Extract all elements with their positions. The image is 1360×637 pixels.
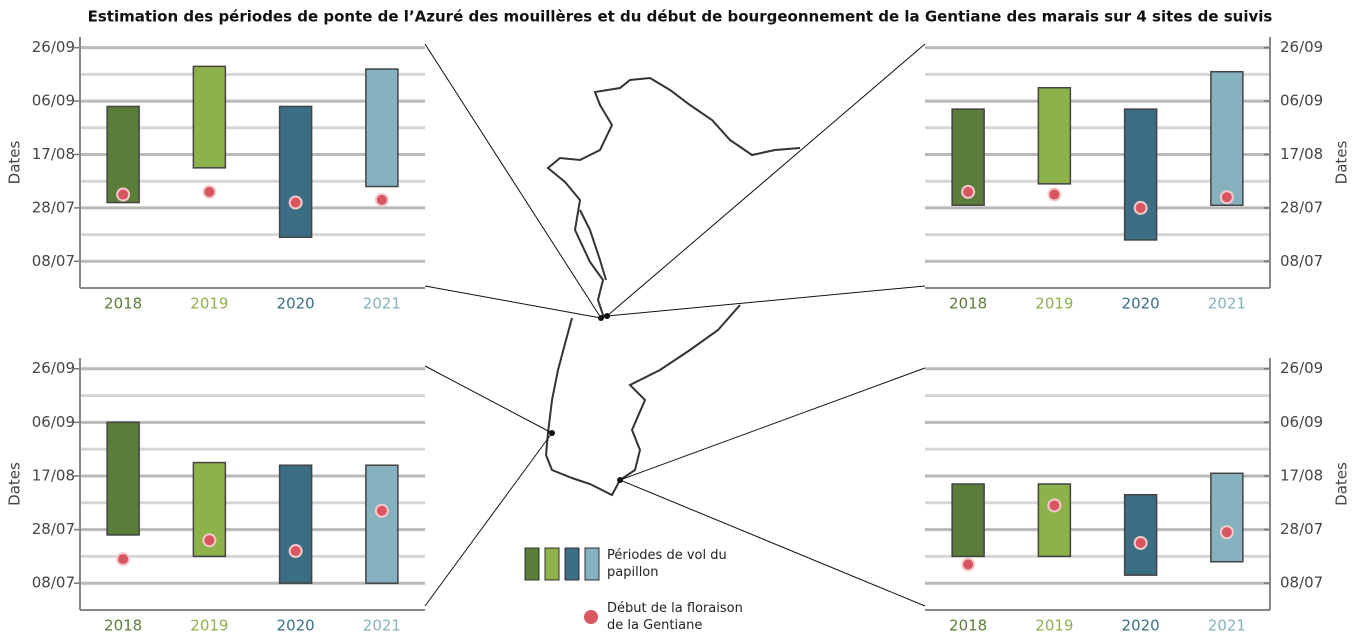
legend-bars: Périodes de vol du papillon — [607, 548, 727, 580]
connector — [424, 432, 553, 607]
y-tick-label: 28/07 — [1280, 520, 1323, 538]
connector — [606, 285, 926, 317]
legend-swatch — [544, 547, 560, 581]
y-axis-label: Dates — [1333, 140, 1351, 184]
legend-dots: Début de la floraison de la Gentiane — [607, 601, 743, 633]
connector — [619, 367, 926, 481]
y-axis-label: Dates — [6, 462, 24, 506]
x-tick-label: 2019 — [1035, 295, 1073, 313]
x-tick-label: 2018 — [104, 617, 142, 635]
y-tick-label: 06/09 — [32, 413, 75, 431]
connector — [424, 285, 602, 319]
connector — [606, 43, 926, 317]
y-tick-label: 17/08 — [1280, 466, 1323, 484]
y-tick-label: 28/07 — [1280, 198, 1323, 216]
flowering-dot — [374, 192, 389, 207]
connectors — [424, 43, 926, 607]
flowering-dot — [1219, 190, 1234, 205]
flowering-dot — [116, 552, 131, 567]
flight-bar — [106, 105, 140, 204]
flight-bar — [278, 464, 313, 584]
x-tick-label: 2018 — [104, 295, 142, 313]
y-axis-label: Dates — [6, 140, 24, 184]
flight-bar — [1123, 493, 1158, 576]
legend-swatch — [584, 547, 600, 581]
site — [604, 313, 610, 319]
x-tick-label: 2020 — [1122, 295, 1160, 313]
map-outline — [544, 304, 741, 497]
flight-bar — [365, 68, 399, 188]
x-tick-label: 2018 — [949, 617, 987, 635]
flight-bar — [1123, 108, 1158, 241]
x-tick-label: 2020 — [1122, 617, 1160, 635]
site — [617, 477, 623, 483]
x-tick-label: 2019 — [1035, 617, 1073, 635]
flowering-dot — [1133, 535, 1148, 550]
flowering-dot — [1219, 525, 1234, 540]
y-tick-label: 06/09 — [32, 92, 75, 110]
y-tick-label: 28/07 — [32, 198, 75, 216]
connector — [424, 43, 602, 319]
flight-bar — [192, 65, 227, 169]
y-tick-label: 17/08 — [1280, 145, 1323, 163]
map-outline — [546, 76, 801, 319]
x-tick-label: 2021 — [363, 295, 401, 313]
flight-bar — [106, 421, 140, 536]
flight-bar — [951, 483, 985, 558]
flowering-dot — [202, 533, 217, 548]
flight-bar — [365, 464, 399, 584]
y-axis-label: Dates — [1333, 462, 1351, 506]
y-tick-label: 08/07 — [1280, 574, 1323, 592]
y-tick-label: 28/07 — [32, 520, 75, 538]
y-tick-label: 08/07 — [32, 574, 75, 592]
flowering-dot — [1047, 498, 1062, 513]
site — [598, 315, 604, 321]
map-outline — [579, 209, 607, 281]
connector — [424, 365, 553, 434]
y-tick-label: 08/07 — [1280, 252, 1323, 270]
flight-bar — [278, 105, 313, 239]
y-tick-label: 17/08 — [32, 466, 75, 484]
flowering-dot — [1133, 200, 1148, 215]
flight-bar — [1037, 483, 1072, 558]
legend-swatch — [564, 547, 580, 581]
x-tick-label: 2020 — [277, 617, 315, 635]
y-tick-label: 26/09 — [32, 359, 75, 377]
legend-dot — [584, 610, 598, 624]
flowering-dot — [202, 184, 217, 199]
flight-bar — [1210, 70, 1244, 206]
y-tick-label: 08/07 — [32, 252, 75, 270]
flight-bar — [1210, 472, 1244, 563]
flowering-dot — [1047, 187, 1062, 202]
x-tick-label: 2019 — [190, 295, 228, 313]
flowering-dot — [374, 503, 389, 518]
y-tick-label: 26/09 — [32, 38, 75, 56]
flowering-dot — [116, 187, 131, 202]
x-tick-label: 2018 — [949, 295, 987, 313]
sites — [549, 313, 623, 483]
x-tick-label: 2021 — [1208, 295, 1246, 313]
y-tick-label: 06/09 — [1280, 413, 1323, 431]
title: Estimation des périodes de ponte de l’Az… — [88, 8, 1273, 26]
x-tick-label: 2021 — [1208, 617, 1246, 635]
x-tick-label: 2019 — [190, 617, 228, 635]
site — [549, 430, 555, 436]
x-tick-label: 2021 — [363, 617, 401, 635]
y-tick-label: 06/09 — [1280, 92, 1323, 110]
y-tick-label: 26/09 — [1280, 38, 1323, 56]
map — [544, 76, 801, 497]
flowering-dot — [961, 184, 976, 199]
flowering-dot — [288, 195, 303, 210]
flowering-dot — [288, 544, 303, 559]
legend-swatch — [524, 547, 540, 581]
flowering-dot — [961, 557, 976, 572]
y-tick-label: 17/08 — [32, 145, 75, 163]
x-tick-label: 2020 — [277, 295, 315, 313]
flight-bar — [1037, 86, 1072, 185]
connector — [619, 479, 926, 607]
y-tick-label: 26/09 — [1280, 359, 1323, 377]
